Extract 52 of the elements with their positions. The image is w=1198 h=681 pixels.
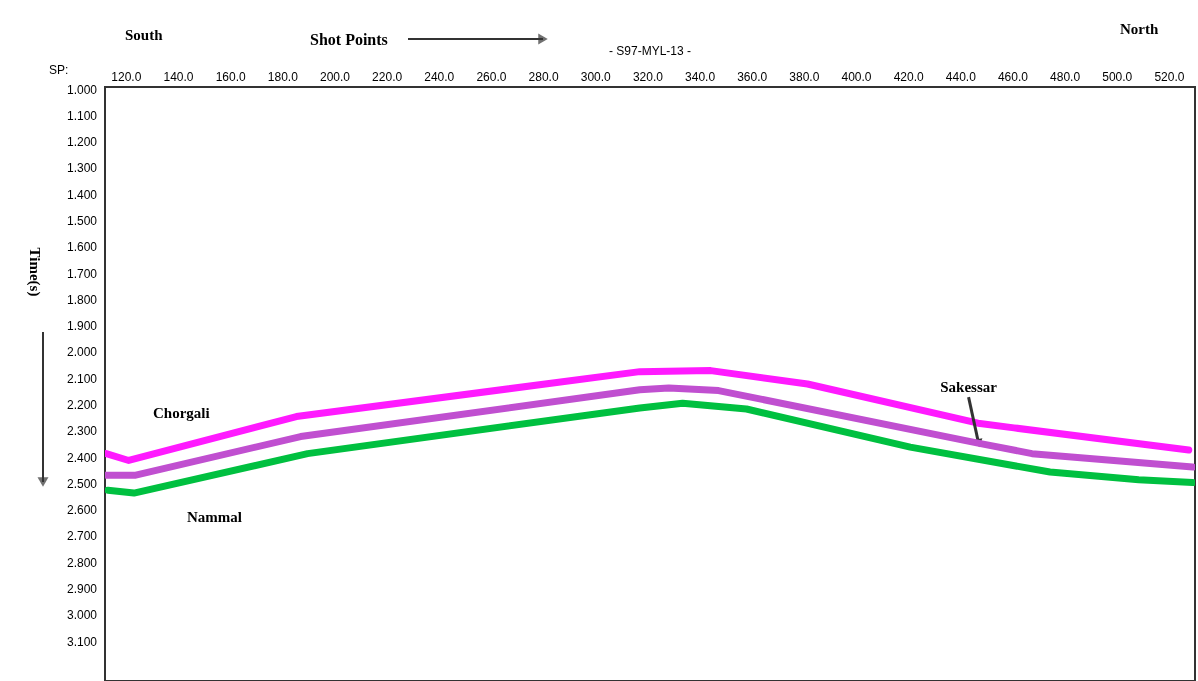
- x-tick-label: 520.0: [1154, 69, 1185, 84]
- y-tick-label: 2.200: [66, 398, 98, 413]
- y-tick-label: 2.600: [66, 503, 98, 518]
- y-tick-label: 3.100: [66, 634, 98, 649]
- x-tick-label: 280.0: [528, 69, 559, 84]
- x-tick-label: 140.0: [163, 69, 194, 84]
- y-axis-title: Time(s): [26, 247, 43, 297]
- text: South: [125, 27, 164, 43]
- x-tick-label: 260.0: [476, 69, 507, 84]
- x-axis-title: Shot Points: [310, 31, 388, 48]
- y-tick-label: 2.300: [66, 424, 98, 439]
- x-tick-label: 360.0: [737, 69, 768, 84]
- chart-title: - S97-MYL-13 -: [608, 44, 692, 58]
- x-tick-label: 300.0: [580, 69, 612, 84]
- x-tick-label: 180.0: [267, 69, 299, 84]
- y-tick-label: 1.300: [66, 161, 98, 176]
- x-tick-label: 240.0: [424, 69, 455, 84]
- y-tick-label: 2.100: [66, 371, 98, 386]
- y-tick-label: 2.800: [66, 555, 98, 570]
- annotation: Nammal: [187, 509, 242, 525]
- y-tick-label: 1.600: [66, 240, 98, 255]
- x-tick-label: 220.0: [372, 69, 403, 84]
- y-tick-label: 2.400: [66, 450, 98, 465]
- annotation: Sakessar: [940, 379, 998, 396]
- x-tick-label: 120.0: [111, 69, 142, 84]
- y-tick-label: 1.400: [66, 187, 98, 202]
- x-tick-label: 500.0: [1102, 69, 1133, 84]
- y-tick-label: 1.100: [66, 108, 98, 123]
- y-tick-label: 1.200: [66, 135, 98, 150]
- x-tick-label: 160.0: [215, 69, 247, 84]
- y-tick-label: 2.500: [66, 476, 98, 491]
- y-tick-label: 2.000: [66, 345, 98, 360]
- text: SP:: [49, 63, 69, 77]
- x-tick-label: 320.0: [632, 69, 664, 84]
- y-tick-label: 1.800: [66, 292, 98, 307]
- text: North: [1120, 21, 1159, 37]
- x-tick-label: 340.0: [685, 69, 716, 84]
- y-tick-label: 2.700: [66, 529, 98, 544]
- annotation: Chorgali: [153, 405, 210, 421]
- y-tick-label: 1.700: [66, 266, 98, 281]
- x-tick-label: 460.0: [997, 69, 1029, 84]
- y-tick-label: 1.000: [66, 82, 98, 97]
- y-tick-label: 2.900: [66, 582, 98, 597]
- y-tick-label: 3.000: [66, 608, 98, 623]
- x-tick-label: 400.0: [841, 69, 872, 84]
- x-tick-label: 380.0: [789, 69, 820, 84]
- x-tick-label: 200.0: [319, 69, 351, 84]
- y-tick-label: 1.900: [66, 319, 98, 334]
- x-tick-label: 440.0: [945, 69, 977, 84]
- x-tick-label: 420.0: [893, 69, 924, 84]
- x-tick-label: 480.0: [1050, 69, 1081, 84]
- y-tick-label: 1.500: [66, 214, 98, 229]
